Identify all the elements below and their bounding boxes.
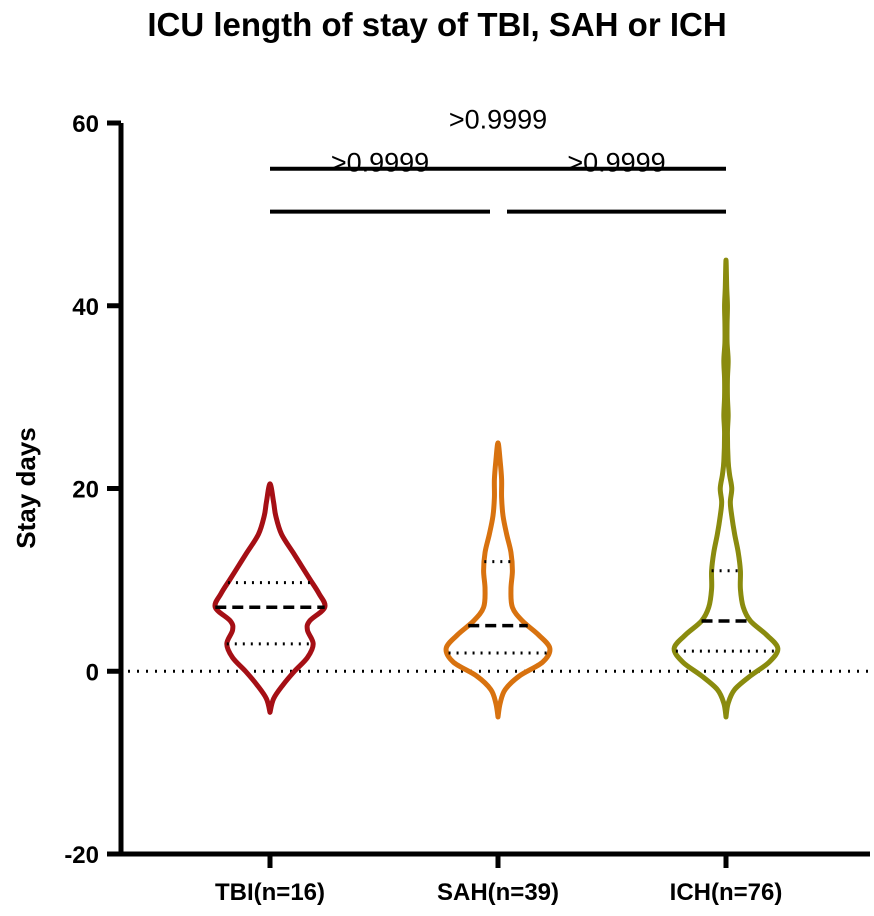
y-axis-label: Stay days bbox=[11, 427, 41, 548]
violin-tbi bbox=[212, 481, 328, 715]
x-tick-label: SAH(n=39) bbox=[437, 879, 559, 906]
x-tick-label: ICH(n=76) bbox=[670, 879, 783, 906]
x-tick-label: TBI(n=16) bbox=[215, 879, 325, 906]
comparison-p-value: >0.9999 bbox=[449, 104, 547, 134]
y-tick-label: 40 bbox=[72, 294, 99, 321]
y-tick-label: 0 bbox=[86, 659, 99, 686]
comparison-p-value: >0.9999 bbox=[567, 147, 665, 177]
y-tick-label: -20 bbox=[64, 842, 99, 869]
violin-sah bbox=[443, 440, 553, 720]
chart-title: ICU length of stay of TBI, SAH or ICH bbox=[147, 6, 727, 43]
violin-ich bbox=[671, 257, 781, 720]
y-tick-label: 60 bbox=[72, 111, 99, 138]
y-tick-label: 20 bbox=[72, 477, 99, 504]
comparison-p-value: >0.9999 bbox=[331, 147, 429, 177]
